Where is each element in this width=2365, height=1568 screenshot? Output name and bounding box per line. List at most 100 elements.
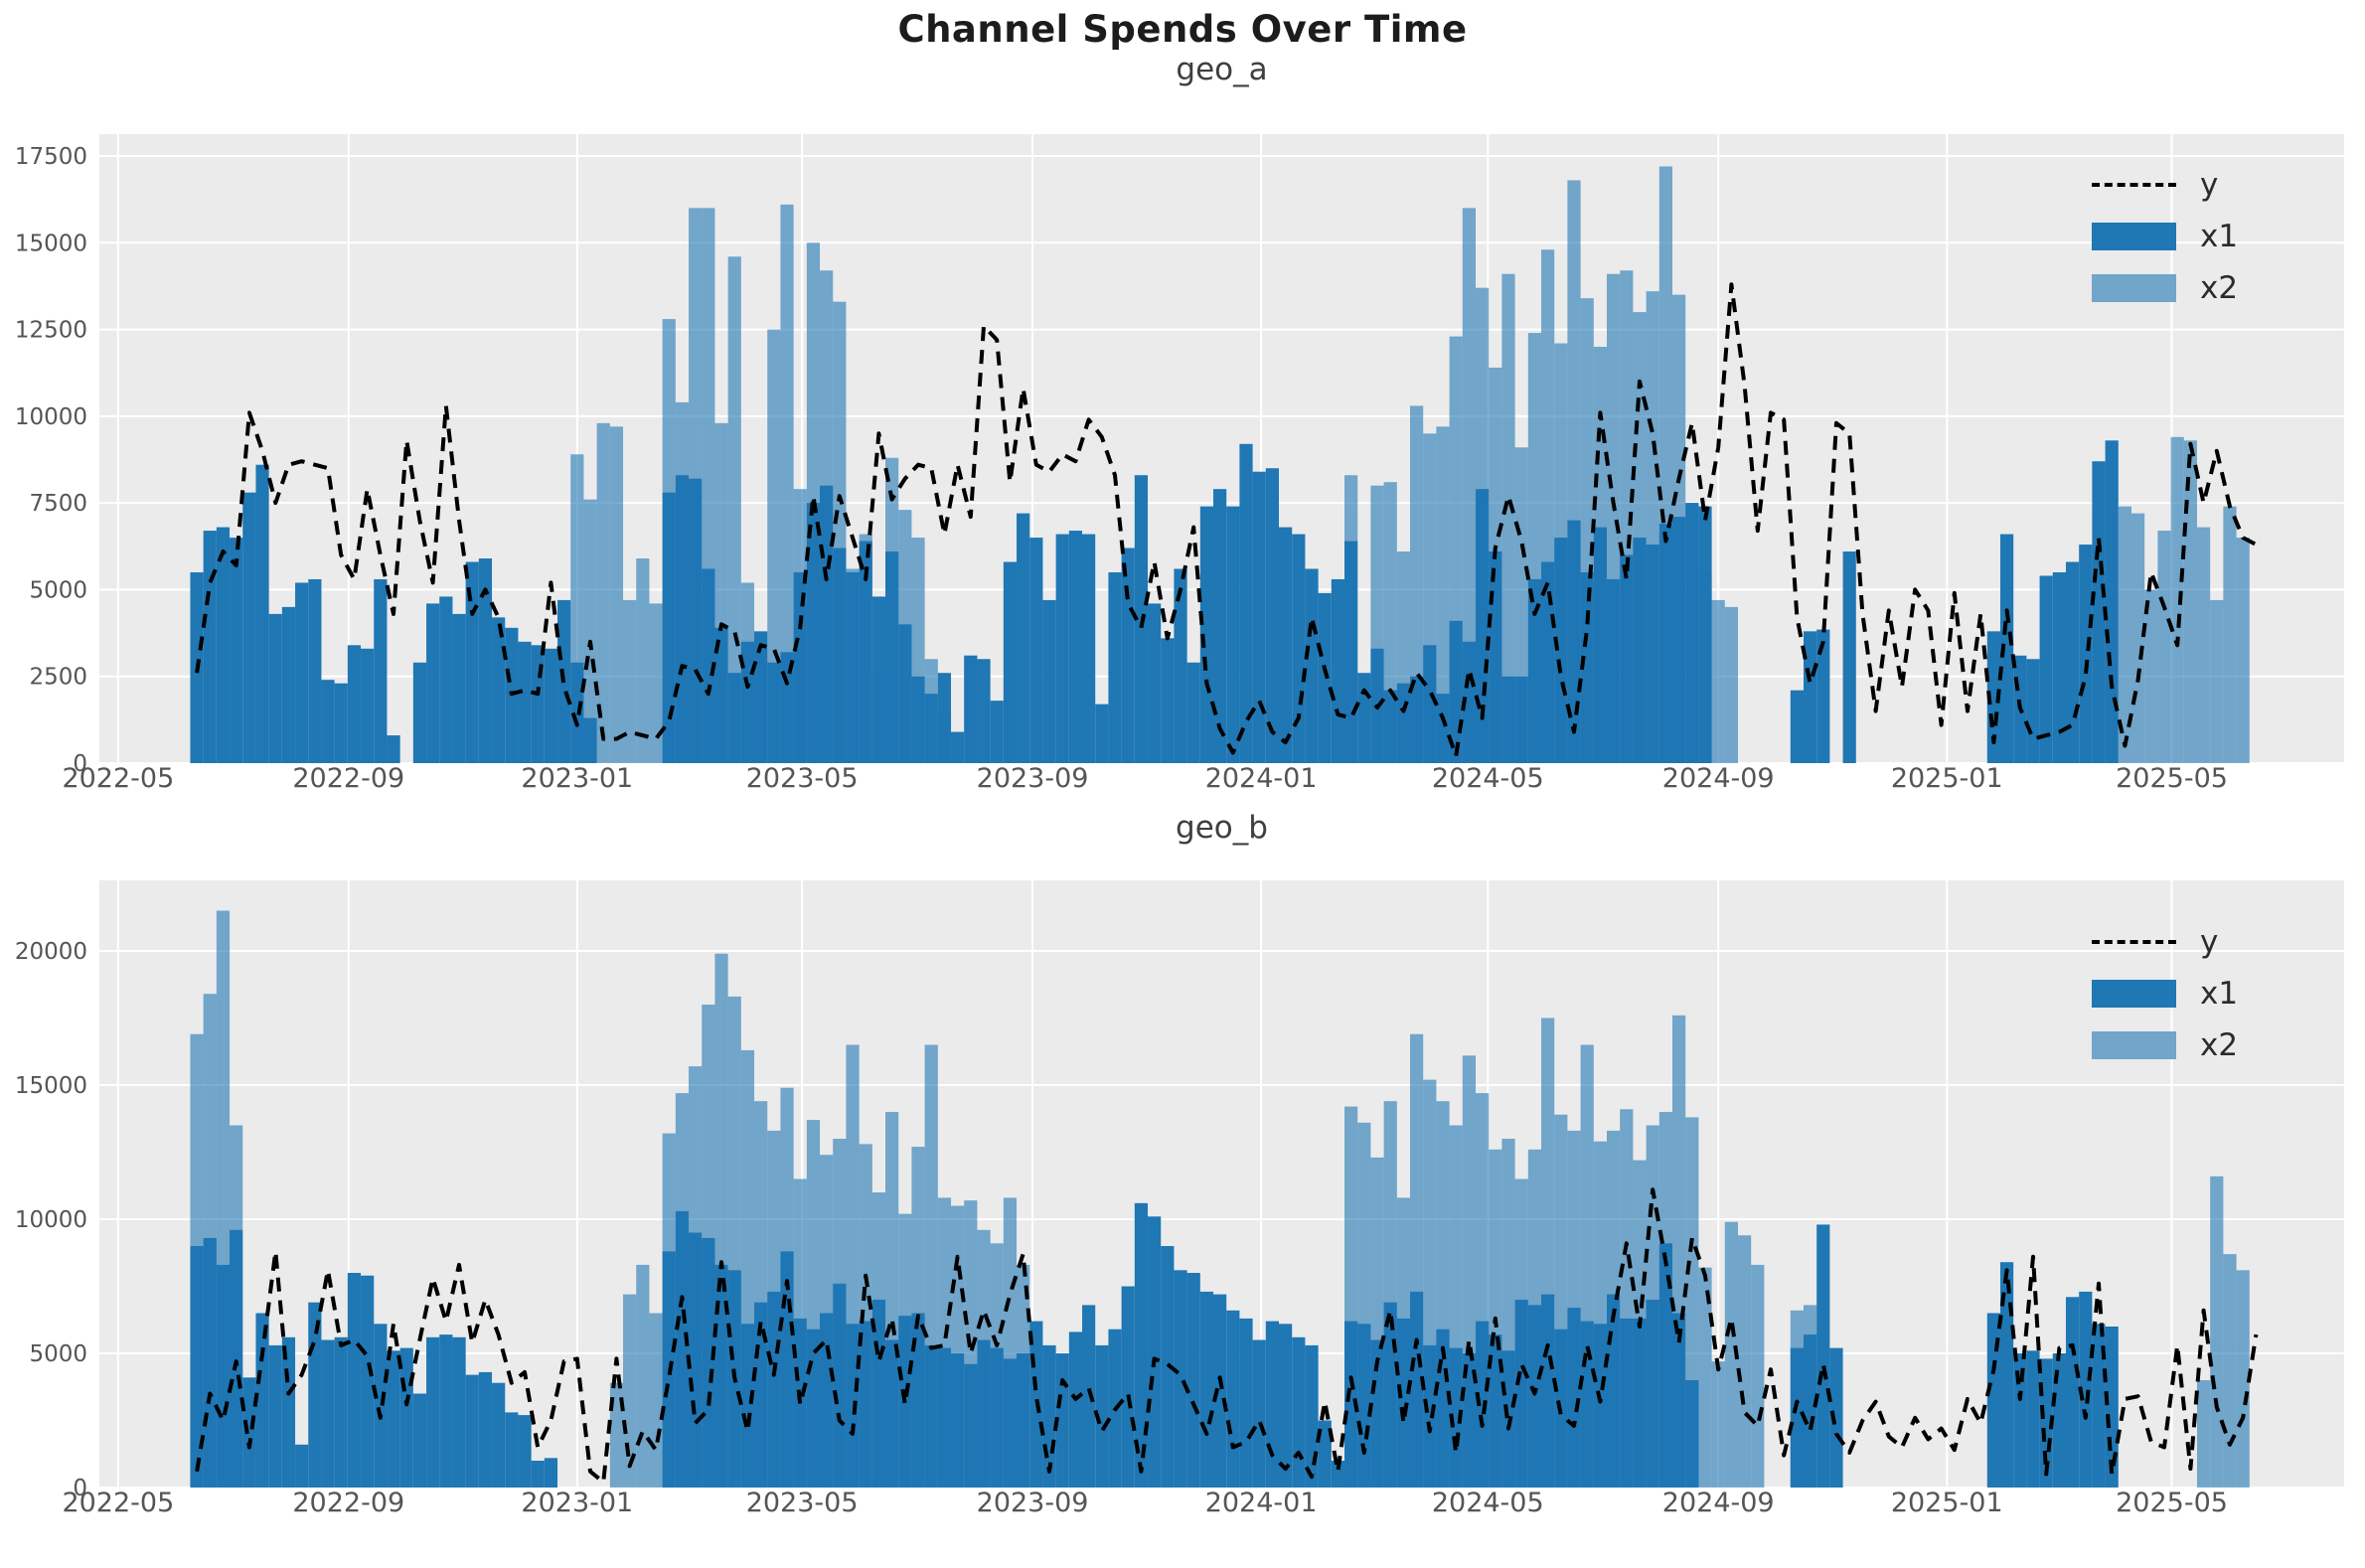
x1-bar bbox=[242, 492, 256, 763]
x2-bar bbox=[714, 422, 728, 763]
x2-bar bbox=[1671, 1015, 1686, 1488]
x2-bar bbox=[859, 534, 872, 763]
x-tick-label: 2023-01 bbox=[521, 763, 633, 794]
x2-bar bbox=[702, 208, 715, 763]
x-tick-label: 2024-01 bbox=[1205, 763, 1318, 794]
x1-bar bbox=[1816, 1224, 1830, 1488]
x1-bar bbox=[531, 645, 545, 763]
x1-bar bbox=[2039, 575, 2053, 763]
x-tick-label: 2022-09 bbox=[292, 763, 404, 794]
x2-bar bbox=[1803, 1305, 1817, 1488]
subplot-title-geo-a: geo_a bbox=[1176, 52, 1268, 87]
x2-bar bbox=[1370, 1157, 1384, 1488]
x2-bar bbox=[662, 319, 676, 763]
x1-bar bbox=[1186, 1273, 1200, 1488]
x1-bar bbox=[1331, 578, 1345, 763]
x1-bar bbox=[1186, 662, 1200, 763]
x1-bar bbox=[216, 527, 231, 763]
geo-a-plot: 0 2500 5000 7500 10000 12500 15000 17500 2022-05… bbox=[15, 134, 2344, 794]
x1-bar bbox=[2079, 1291, 2093, 1488]
x2-bar bbox=[911, 538, 925, 763]
x1-bar bbox=[1305, 568, 1319, 763]
y-tick-label: 0 bbox=[73, 1476, 87, 1501]
x-tick-label: 2024-05 bbox=[1432, 763, 1544, 794]
legend-label-x2: x2 bbox=[2200, 269, 2239, 306]
x1-bar bbox=[1148, 1216, 1162, 1488]
x1-bar bbox=[1265, 468, 1280, 763]
x1-bar bbox=[1134, 1202, 1149, 1488]
x1-bar bbox=[230, 538, 243, 763]
x2-bar bbox=[793, 1178, 807, 1488]
x2-bar bbox=[2196, 527, 2211, 763]
y-dashed-line bbox=[195, 1187, 2259, 1485]
x2-bar bbox=[806, 1120, 821, 1488]
x1-bar bbox=[452, 613, 466, 763]
x2-bar bbox=[583, 499, 597, 763]
x2-bar bbox=[203, 994, 217, 1488]
x1-bar bbox=[2065, 1297, 2080, 1488]
x1-bar bbox=[439, 1334, 453, 1488]
x1-bar bbox=[1068, 1332, 1083, 1488]
x1-bar bbox=[268, 1344, 282, 1488]
x1-bar bbox=[1999, 1262, 2014, 1488]
x1-bar bbox=[1239, 443, 1253, 763]
legend-entry-y: y bbox=[2092, 916, 2330, 968]
x2-bar bbox=[1357, 1122, 1371, 1488]
x1-bar bbox=[1161, 638, 1175, 763]
x2-bar bbox=[937, 1197, 952, 1488]
x1-bar bbox=[478, 558, 493, 763]
y-tick-label: 5000 bbox=[29, 577, 87, 603]
x2-bar bbox=[1580, 298, 1594, 763]
x-tick-label: 2025-05 bbox=[2116, 1488, 2228, 1518]
x1-bar bbox=[308, 578, 322, 763]
x1-bar bbox=[281, 606, 296, 763]
x2-bar bbox=[190, 1033, 204, 1488]
x2-bar bbox=[1462, 208, 1477, 763]
x-tick-label: 2022-09 bbox=[292, 1488, 404, 1518]
x1-bar bbox=[1174, 1270, 1187, 1488]
x2-bar bbox=[1396, 1197, 1411, 1488]
x1-bar bbox=[1331, 1461, 1345, 1488]
x1-bar bbox=[295, 1444, 309, 1488]
x-tick-label: 2025-01 bbox=[1891, 1488, 2003, 1518]
x2-bar bbox=[1711, 1361, 1725, 1488]
x2-bar bbox=[871, 673, 886, 763]
x1-bar bbox=[2092, 1324, 2106, 1488]
x1-bar bbox=[1239, 1318, 1253, 1488]
x1-bar bbox=[990, 701, 1004, 763]
x1-bar bbox=[361, 648, 375, 763]
x2-bar bbox=[846, 568, 860, 763]
x2-bar bbox=[1658, 1112, 1672, 1488]
x2-bar bbox=[675, 401, 690, 763]
y-tick-label: 15000 bbox=[15, 231, 87, 256]
x2-bar bbox=[1554, 1114, 1568, 1488]
x-tick-label: 2023-09 bbox=[977, 763, 1089, 794]
x-tick-label: 2024-05 bbox=[1432, 1488, 1544, 1518]
x2-bar bbox=[1711, 599, 1725, 763]
x1-bar bbox=[387, 1350, 400, 1488]
x1-bar bbox=[1108, 571, 1122, 763]
x1-bar bbox=[1161, 1246, 1175, 1488]
x1-bar bbox=[977, 659, 991, 763]
x1-bar bbox=[544, 648, 558, 763]
x2-bar bbox=[1423, 1079, 1437, 1488]
x2-bar bbox=[2118, 506, 2131, 763]
x1-bar bbox=[1148, 603, 1162, 763]
x1-bar bbox=[1279, 1324, 1293, 1488]
x2-bar bbox=[2183, 440, 2197, 763]
x2-bar bbox=[924, 659, 938, 763]
dashed-line-sample bbox=[2092, 940, 2176, 944]
x2-bar bbox=[230, 1125, 243, 1488]
x2-bar bbox=[871, 1192, 886, 1488]
x1-bar bbox=[412, 662, 427, 763]
x2-bar bbox=[1410, 1033, 1424, 1488]
x1-bar bbox=[1055, 534, 1069, 763]
x2-bar bbox=[2210, 1176, 2224, 1488]
x1-bar bbox=[531, 1461, 545, 1488]
x2-bar bbox=[1751, 1264, 1765, 1488]
x1-bar bbox=[2013, 1353, 2027, 1488]
x1-bar bbox=[1042, 599, 1056, 763]
x1-bar bbox=[426, 1336, 440, 1488]
x2-bar bbox=[1527, 333, 1542, 763]
